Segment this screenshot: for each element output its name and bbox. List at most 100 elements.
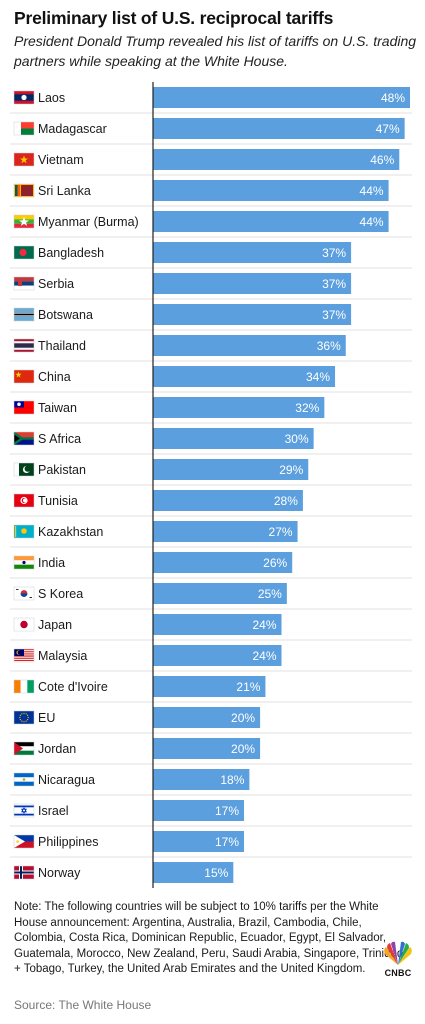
bar-norway — [153, 862, 234, 883]
bar-eu — [153, 707, 261, 728]
value-label-tunisia: 28% — [274, 494, 298, 508]
chart-note: Note: The following countries will be su… — [14, 901, 404, 976]
bar-jordan — [153, 738, 261, 759]
flag-norway-icon — [13, 865, 35, 880]
value-label-vietnam: 46% — [370, 153, 394, 167]
bar-thailand — [153, 335, 346, 356]
bar-bangladesh — [153, 242, 352, 263]
category-label-nicaragua: Nicaragua — [38, 773, 95, 787]
bar-philippines — [153, 831, 245, 852]
value-label-china: 34% — [306, 370, 330, 384]
value-label-myanmar-burma: 44% — [360, 215, 384, 229]
flag-jordan-icon — [13, 741, 35, 756]
bar-china — [153, 366, 336, 387]
value-label-kazakhstan: 27% — [269, 525, 293, 539]
chart-title: Preliminary list of U.S. reciprocal tari… — [14, 8, 334, 28]
flag-eu-icon — [13, 710, 35, 725]
value-label-nicaragua: 18% — [220, 773, 244, 787]
flag-malaysia-icon — [13, 648, 35, 663]
flag-bangladesh-icon — [13, 245, 35, 260]
value-label-botswana: 37% — [322, 308, 346, 322]
value-label-thailand: 36% — [317, 339, 341, 353]
bar-botswana — [153, 304, 352, 325]
category-label-serbia: Serbia — [38, 277, 74, 291]
category-label-israel: Israel — [38, 804, 69, 818]
flag-nicaragua-icon — [13, 772, 35, 787]
value-label-serbia: 37% — [322, 277, 346, 291]
category-label-eu: EU — [38, 711, 55, 725]
flag-japan-icon — [13, 617, 35, 632]
flag-south-africa-icon — [13, 431, 35, 446]
category-label-pakistan: Pakistan — [38, 463, 86, 477]
category-label-japan: Japan — [38, 618, 72, 632]
bar-japan — [153, 614, 282, 635]
value-label-jordan: 20% — [231, 742, 255, 756]
value-label-s-korea: 25% — [258, 587, 282, 601]
category-label-jordan: Jordan — [38, 742, 76, 756]
chart-subtitle: President Donald Trump revealed his list… — [14, 33, 417, 69]
category-label-norway: Norway — [38, 866, 81, 880]
flag-philippines-icon — [13, 834, 35, 849]
tariff-bar-chart: Laos 48% Madagascar 47% Vietnam 46% Sri Lanka 4… — [10, 82, 412, 888]
value-label-eu: 20% — [231, 711, 255, 725]
value-label-philippines: 17% — [215, 835, 239, 849]
bar-s-korea — [153, 583, 287, 604]
bar-israel — [153, 800, 245, 821]
category-label-madagascar: Madagascar — [38, 122, 107, 136]
bar-madagascar — [153, 118, 405, 139]
category-label-vietnam: Vietnam — [38, 153, 84, 167]
value-label-pakistan: 29% — [279, 463, 303, 477]
flag-sri-lanka-icon — [13, 183, 35, 198]
flag-south-korea-icon — [13, 586, 35, 601]
value-label-israel: 17% — [215, 804, 239, 818]
flag-tunisia-icon — [13, 493, 35, 508]
category-label-india: India — [38, 556, 65, 570]
category-label-thailand: Thailand — [38, 339, 86, 353]
flag-cote-divoire-icon — [13, 679, 35, 694]
category-label-sri-lanka: Sri Lanka — [38, 184, 91, 198]
flag-laos-icon — [13, 90, 35, 105]
flag-vietnam-icon — [13, 152, 35, 167]
bar-cote-d-ivoire — [153, 676, 266, 697]
bar-pakistan — [153, 459, 309, 480]
flag-taiwan-icon — [13, 400, 35, 415]
bar-myanmar-burma — [153, 211, 389, 232]
category-label-malaysia: Malaysia — [38, 649, 87, 663]
bar-nicaragua — [153, 769, 250, 790]
bar-serbia — [153, 273, 352, 294]
flag-madagascar-icon — [13, 121, 35, 136]
category-label-philippines: Philippines — [38, 835, 98, 849]
value-label-cote-d-ivoire: 21% — [236, 680, 260, 694]
flag-kazakhstan-icon — [13, 524, 35, 539]
bar-taiwan — [153, 397, 325, 418]
flag-pakistan-icon — [13, 462, 35, 477]
category-label-kazakhstan: Kazakhstan — [38, 525, 103, 539]
bar-malaysia — [153, 645, 282, 666]
bar-tunisia — [153, 490, 303, 511]
value-label-taiwan: 32% — [295, 401, 319, 415]
cnbc-logo-text: CNBC — [384, 968, 412, 978]
category-label-s-korea: S Korea — [38, 587, 83, 601]
bar-kazakhstan — [153, 521, 298, 542]
value-label-s-africa: 30% — [285, 432, 309, 446]
flag-myanmar-icon — [13, 214, 35, 229]
value-label-india: 26% — [263, 556, 287, 570]
cnbc-peacock-logo-icon — [384, 941, 412, 965]
value-label-madagascar: 47% — [376, 122, 400, 136]
category-label-tunisia: Tunisia — [38, 494, 78, 508]
category-label-myanmar-burma: Myanmar (Burma) — [38, 215, 139, 229]
category-label-taiwan: Taiwan — [38, 401, 77, 415]
category-label-cote-d-ivoire: Cote d'Ivoire — [38, 680, 108, 694]
category-label-s-africa: S Africa — [38, 432, 81, 446]
flag-botswana-icon — [13, 307, 35, 322]
flag-china-icon — [13, 369, 35, 384]
value-label-malaysia: 24% — [252, 649, 276, 663]
value-label-sri-lanka: 44% — [360, 184, 384, 198]
value-label-laos: 48% — [381, 91, 405, 105]
bar-india — [153, 552, 293, 573]
flag-israel-icon — [13, 803, 35, 818]
category-label-botswana: Botswana — [38, 308, 93, 322]
chart-source: Source: The White House — [14, 998, 152, 1012]
bar-vietnam — [153, 149, 400, 170]
category-label-laos: Laos — [38, 91, 65, 105]
